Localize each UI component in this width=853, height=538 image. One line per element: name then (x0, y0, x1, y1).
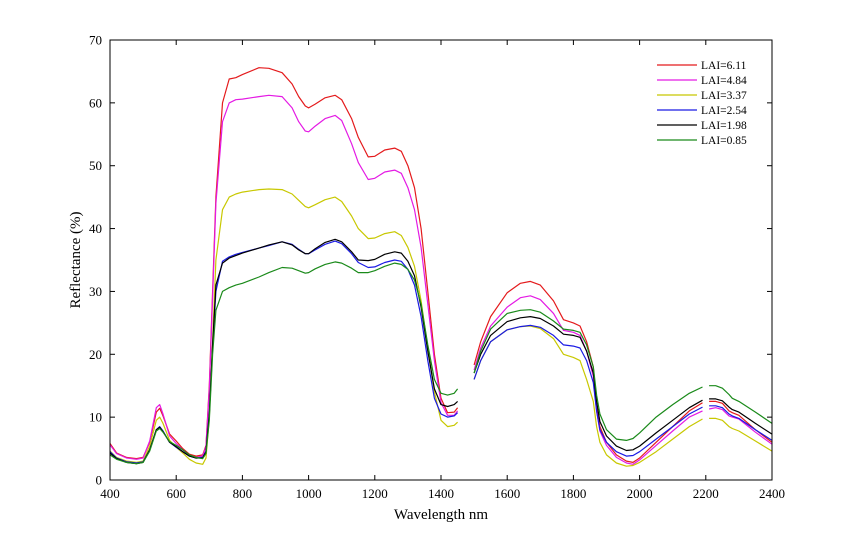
y-axis: 0 10 20 30 40 50 60 70 (89, 33, 772, 488)
x-tick-label: 800 (233, 486, 253, 501)
x-tick-label: 400 (100, 486, 120, 501)
legend: LAI=6.11 LAI=4.84 LAI=3.37 LAI=2.54 LAI=1.98… (652, 55, 754, 167)
legend-label-3: LAI=3.37 (701, 90, 747, 102)
series-line-6 (109, 261, 773, 465)
y-tick-label: 0 (96, 473, 103, 488)
y-tick-label: 70 (89, 33, 102, 48)
x-tick-label: 1600 (494, 486, 520, 501)
legend-box (652, 55, 754, 167)
y-tick-label: 20 (89, 347, 102, 362)
y-tick-label: 30 (89, 284, 102, 299)
series-layer (109, 67, 773, 467)
x-tick-label: 1800 (560, 486, 586, 501)
x-tick-label: 2200 (693, 486, 719, 501)
legend-label-5: LAI=1.98 (701, 120, 747, 132)
y-tick-label: 10 (89, 410, 102, 425)
y-tick-label: 50 (89, 158, 102, 173)
legend-label-4: LAI=2.54 (701, 105, 747, 117)
x-tick-label: 600 (166, 486, 186, 501)
y-axis-label: Reflectance (%) (68, 211, 84, 308)
legend-label-1: LAI=6.11 (701, 60, 747, 72)
legend-label-6: LAI=0.85 (701, 135, 747, 147)
x-tick-label: 2400 (759, 486, 785, 501)
y-tick-label: 60 (89, 95, 102, 110)
x-axis-label: Wavelength nm (394, 507, 489, 523)
y-tick-label: 40 (89, 221, 102, 236)
legend-label-2: LAI=4.84 (701, 75, 747, 87)
x-tick-label: 2000 (627, 486, 653, 501)
x-axis: 400 600 800 1000 1200 1400 1600 1800 2000 2200 240… (100, 40, 785, 501)
x-tick-label: 1400 (428, 486, 454, 501)
x-tick-label: 1000 (296, 486, 322, 501)
x-tick-label: 1200 (362, 486, 388, 501)
